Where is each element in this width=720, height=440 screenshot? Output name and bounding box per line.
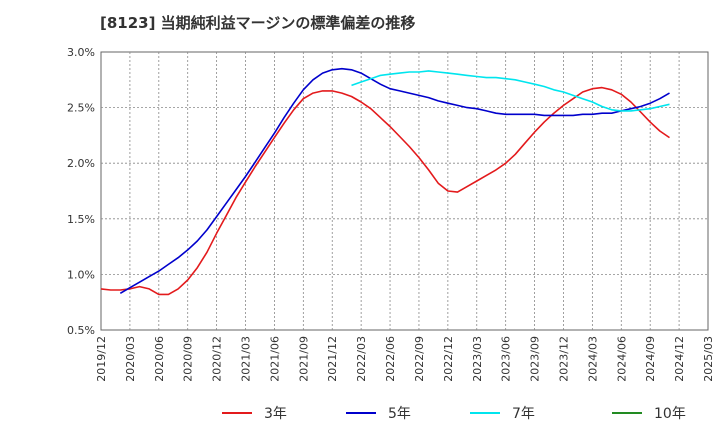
- x-tick-label: 2020/03: [124, 336, 137, 382]
- series-line-2: [119, 67, 670, 294]
- x-tick-label: 2024/06: [615, 336, 628, 382]
- chart-title: [8123] 当期純利益マージンの標準偏差の推移: [100, 14, 416, 32]
- x-tick-label: 2020/12: [211, 336, 224, 382]
- x-tick-label: 2021/12: [326, 336, 339, 382]
- legend: 3年 5年 7年 10年: [222, 406, 686, 422]
- legend-label-1: 3年: [264, 406, 287, 422]
- x-tick-label: 2024/09: [644, 336, 657, 382]
- legend-label-4: 10年: [654, 406, 686, 422]
- x-tick-label: 2022/12: [442, 336, 455, 382]
- x-tick-label: 2023/03: [471, 336, 484, 382]
- x-tick-label: 2023/12: [557, 336, 570, 382]
- x-tick-label: 2024/12: [673, 336, 686, 382]
- x-tick-label: 2020/06: [153, 336, 166, 382]
- plot-area: [100, 51, 709, 331]
- x-tick-label: 2025/03: [702, 336, 715, 382]
- series-line-3: [351, 70, 670, 112]
- y-axis: 0.5% 1.0% 1.5% 2.0% 2.5% 3.0%: [67, 46, 95, 337]
- x-tick-label: 2022/03: [355, 336, 368, 382]
- x-tick-label: 2023/09: [529, 336, 542, 382]
- x-tick-label: 2023/06: [500, 336, 513, 382]
- y-tick-label: 1.5%: [67, 213, 95, 226]
- x-tick-label: 2021/06: [268, 336, 281, 382]
- x-tick-label: 2024/03: [586, 336, 599, 382]
- x-tick-label: 2019/12: [95, 336, 108, 382]
- series-lines: [100, 67, 670, 296]
- y-tick-label: 3.0%: [67, 46, 95, 59]
- x-axis: 2019/12 2020/03 2020/06 2020/09 2020/12 2021/…: [95, 336, 715, 382]
- y-tick-label: 0.5%: [67, 324, 95, 337]
- x-tick-label: 2021/09: [297, 336, 310, 382]
- legend-label-3: 7年: [512, 406, 535, 422]
- y-tick-label: 2.0%: [67, 157, 95, 170]
- legend-label-2: 5年: [388, 406, 411, 422]
- x-tick-label: 2022/09: [413, 336, 426, 382]
- y-tick-label: 2.5%: [67, 102, 95, 115]
- y-tick-label: 1.0%: [67, 268, 95, 281]
- x-tick-label: 2020/09: [182, 336, 195, 382]
- x-tick-label: 2021/03: [240, 336, 253, 382]
- x-tick-label: 2022/06: [384, 336, 397, 382]
- series-line-1: [100, 86, 670, 296]
